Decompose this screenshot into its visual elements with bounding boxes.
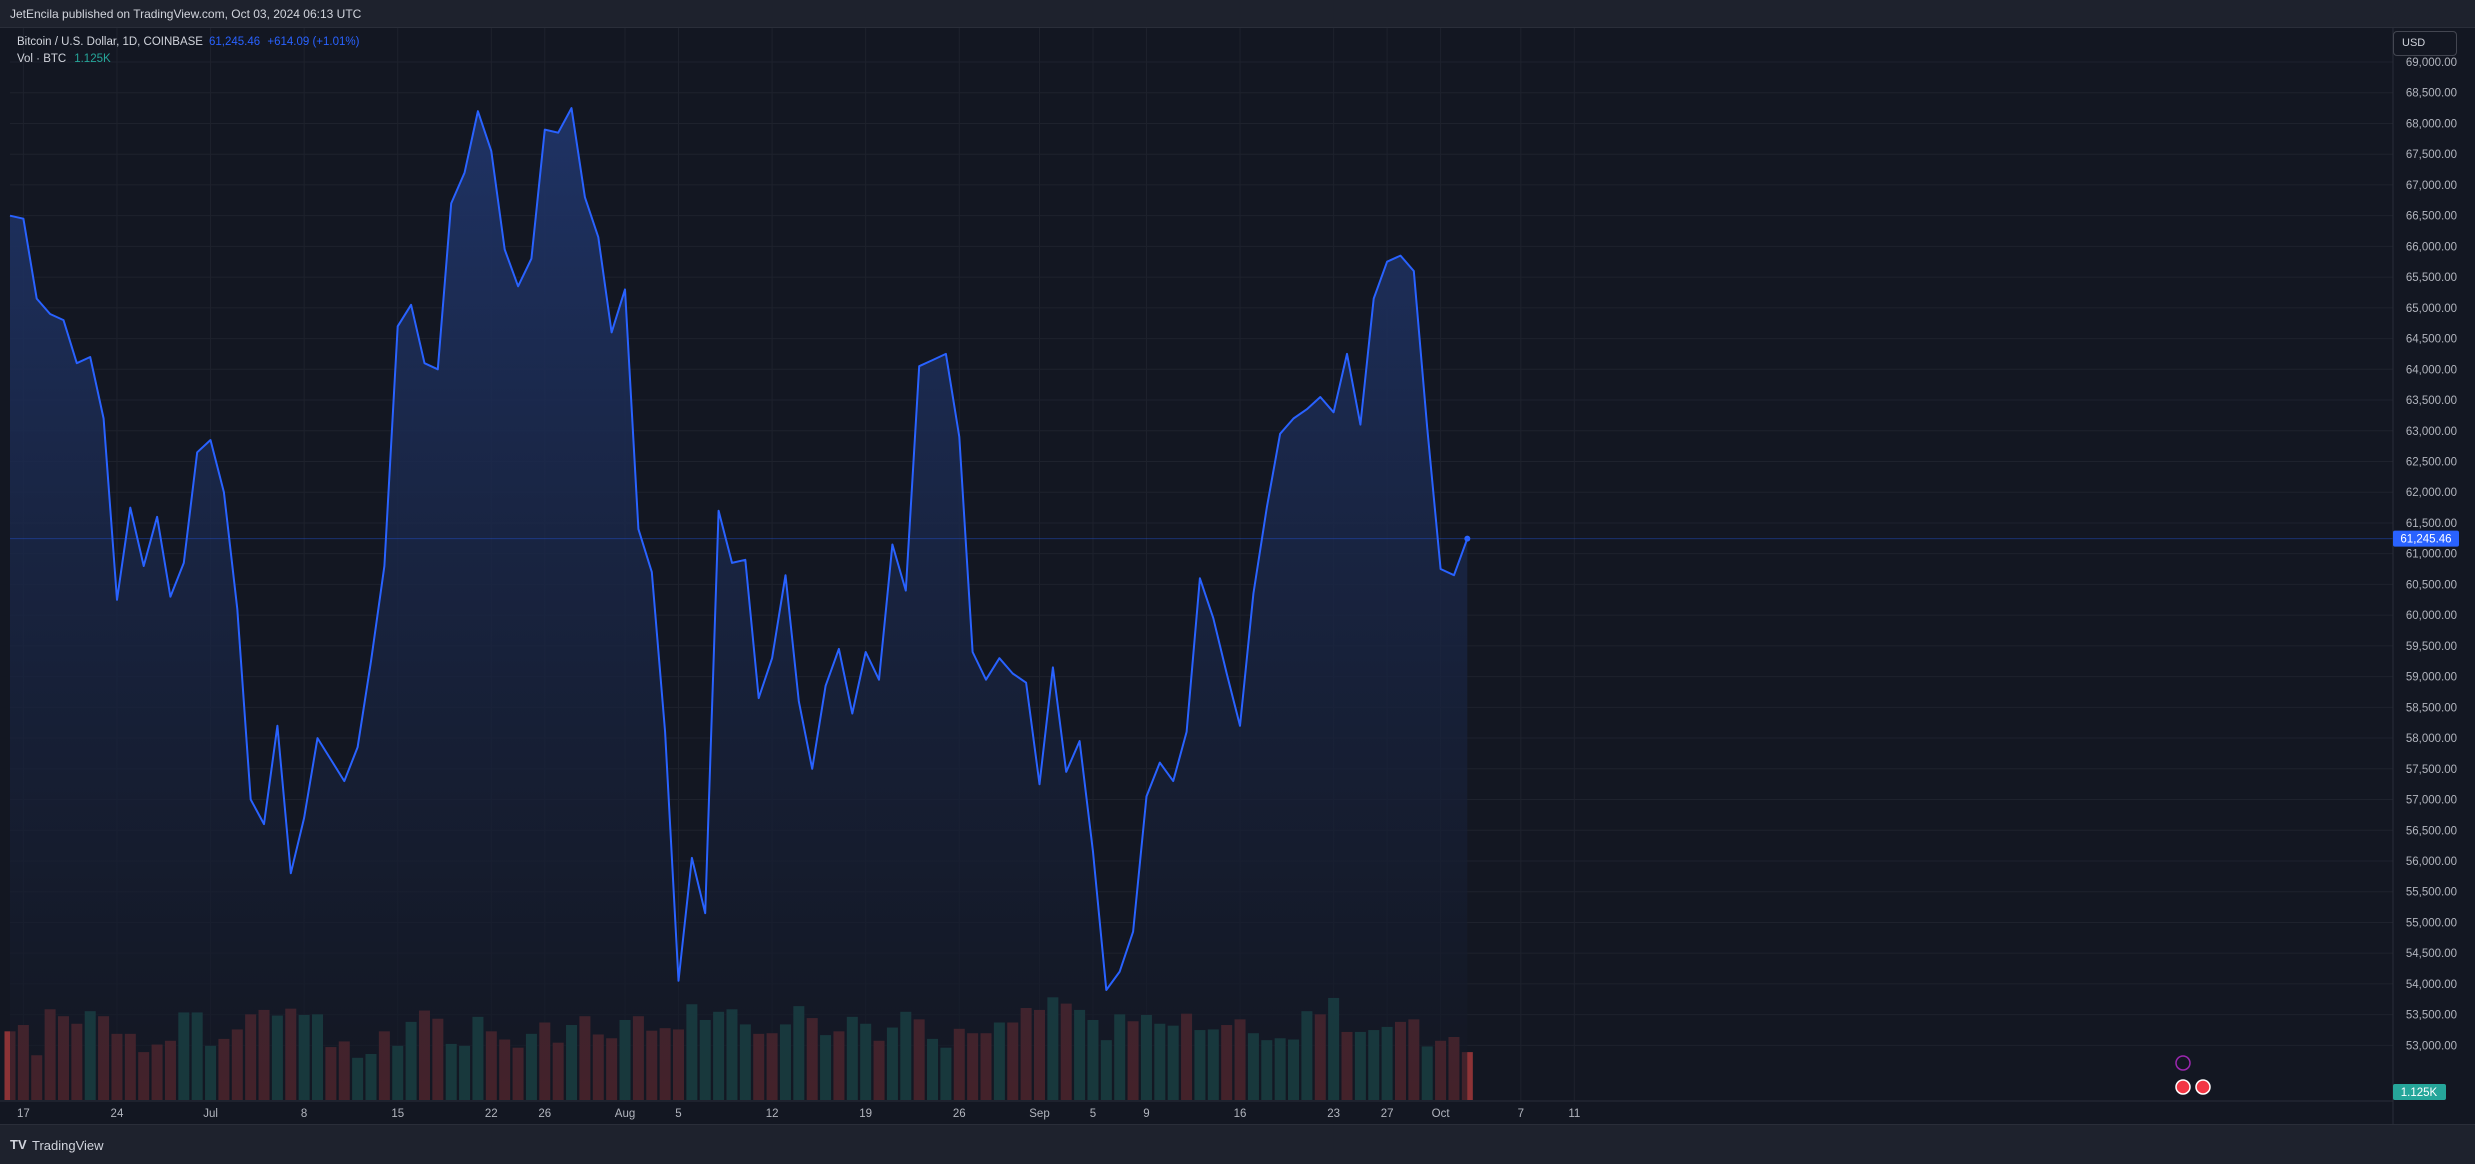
- x-tick-label: 22: [485, 1108, 498, 1120]
- x-tick-label: 5: [1090, 1108, 1096, 1120]
- tradingview-brand[interactable]: TradingView: [32, 1138, 104, 1153]
- x-tick-label: 15: [391, 1108, 404, 1120]
- x-tick-label: 5: [675, 1108, 681, 1120]
- y-tick-label: 69,000.00: [2406, 57, 2457, 69]
- y-tick-label: 62,500.00: [2406, 456, 2457, 468]
- x-tick-label: 12: [766, 1108, 779, 1120]
- volume-value: 1.125K: [74, 53, 111, 65]
- y-tick-label: 54,500.00: [2406, 948, 2457, 960]
- y-tick-label: 53,000.00: [2406, 1040, 2457, 1052]
- x-tick-label: Aug: [615, 1108, 635, 1120]
- price-area-fill: [10, 108, 1468, 1102]
- publisher-caption: JetEncila published on TradingView.com, …: [10, 7, 362, 21]
- y-tick-label: 55,000.00: [2406, 917, 2457, 929]
- y-tick-label: 66,500.00: [2406, 211, 2457, 223]
- lightning-event-icon[interactable]: [2175, 1055, 2191, 1071]
- footer-bar: TV TradingView: [0, 1124, 2475, 1164]
- tradingview-logo-icon[interactable]: TV: [10, 1137, 27, 1152]
- last-price-value: 61,245.46: [208, 36, 261, 48]
- y-tick-label: 64,000.00: [2406, 364, 2457, 376]
- x-tick-label: 27: [1381, 1108, 1394, 1120]
- y-tick-label: 56,500.00: [2406, 825, 2457, 837]
- y-tick-label: 59,000.00: [2406, 672, 2457, 684]
- current-price-badge: [2393, 530, 2459, 547]
- event-markers[interactable]: [2175, 1055, 2211, 1095]
- y-tick-label: 65,000.00: [2406, 303, 2457, 315]
- y-tick-label: 58,000.00: [2406, 733, 2457, 745]
- x-tick-label: 23: [1327, 1108, 1340, 1120]
- x-tick-label: 26: [953, 1108, 966, 1120]
- y-tick-label: 54,000.00: [2406, 979, 2457, 991]
- current-price-label: 61,245.46: [2400, 534, 2451, 546]
- y-tick-label: 63,000.00: [2406, 426, 2457, 438]
- x-tick-label: Jul: [203, 1108, 218, 1120]
- x-tick-label: 7: [1518, 1108, 1524, 1120]
- y-tick-label: 66,000.00: [2406, 241, 2457, 253]
- y-tick-label: 57,500.00: [2406, 764, 2457, 776]
- y-tick-label: 53,500.00: [2406, 1010, 2457, 1022]
- y-tick-label: 59,500.00: [2406, 641, 2457, 653]
- current-volume-label: 1.125K: [2401, 1087, 2438, 1099]
- symbol-legend: Bitcoin / U.S. Dollar, 1D, COINBASE 61,24…: [17, 34, 359, 68]
- y-tick-label: 68,000.00: [2406, 118, 2457, 130]
- volume-bar: [1461, 1052, 1473, 1100]
- y-tick-label: 60,000.00: [2406, 610, 2457, 622]
- x-tick-label: 11: [1568, 1108, 1580, 1120]
- y-tick-label: 64,500.00: [2406, 334, 2457, 346]
- y-tick-label: 57,000.00: [2406, 795, 2457, 807]
- publish-header-bar: JetEncila published on TradingView.com, …: [0, 0, 2475, 28]
- x-tick-label: 17: [17, 1108, 30, 1120]
- symbol-title[interactable]: Bitcoin / U.S. Dollar, 1D, COINBASE: [17, 36, 203, 48]
- y-tick-label: 61,500.00: [2406, 518, 2457, 530]
- x-tick-label: Sep: [1029, 1108, 1049, 1120]
- currency-selector-button[interactable]: USD: [2393, 31, 2457, 56]
- y-tick-label: 65,500.00: [2406, 272, 2457, 284]
- y-tick-label: 58,500.00: [2406, 702, 2457, 714]
- x-tick-label: 24: [111, 1108, 124, 1120]
- y-tick-label: 61,000.00: [2406, 549, 2457, 561]
- y-tick-label: 67,500.00: [2406, 149, 2457, 161]
- price-line: [9, 107, 1469, 991]
- x-tick-label: 26: [538, 1108, 551, 1120]
- price-area: [9, 107, 2393, 1102]
- us-flag-event-icon[interactable]: [2175, 1079, 2191, 1095]
- y-tick-label: 62,000.00: [2406, 487, 2457, 499]
- y-tick-label: 63,500.00: [2406, 395, 2457, 407]
- x-tick-label: 19: [859, 1108, 872, 1120]
- y-tick-label: 55,500.00: [2406, 887, 2457, 899]
- x-tick-label: Oct: [1432, 1108, 1451, 1120]
- last-price-dot: [1464, 535, 1471, 542]
- axes: 69,000.00 68,500.00 68,000.00 67,500.00 67,0…: [0, 28, 2459, 1124]
- x-tick-label: 9: [1143, 1108, 1149, 1120]
- y-tick-label: 67,000.00: [2406, 180, 2457, 192]
- y-tick-label: 56,000.00: [2406, 856, 2457, 868]
- x-tick-label: 8: [301, 1108, 307, 1120]
- y-tick-label: 68,500.00: [2406, 88, 2457, 100]
- us-flag-event-icon[interactable]: [2195, 1079, 2211, 1095]
- y-tick-label: 60,500.00: [2406, 579, 2457, 591]
- x-tick-label: 16: [1234, 1108, 1247, 1120]
- current-volume-badge: [2393, 1084, 2446, 1100]
- volume-title[interactable]: Vol · BTC: [17, 53, 67, 65]
- price-change-value: +614.09 (+1.01%): [267, 36, 360, 48]
